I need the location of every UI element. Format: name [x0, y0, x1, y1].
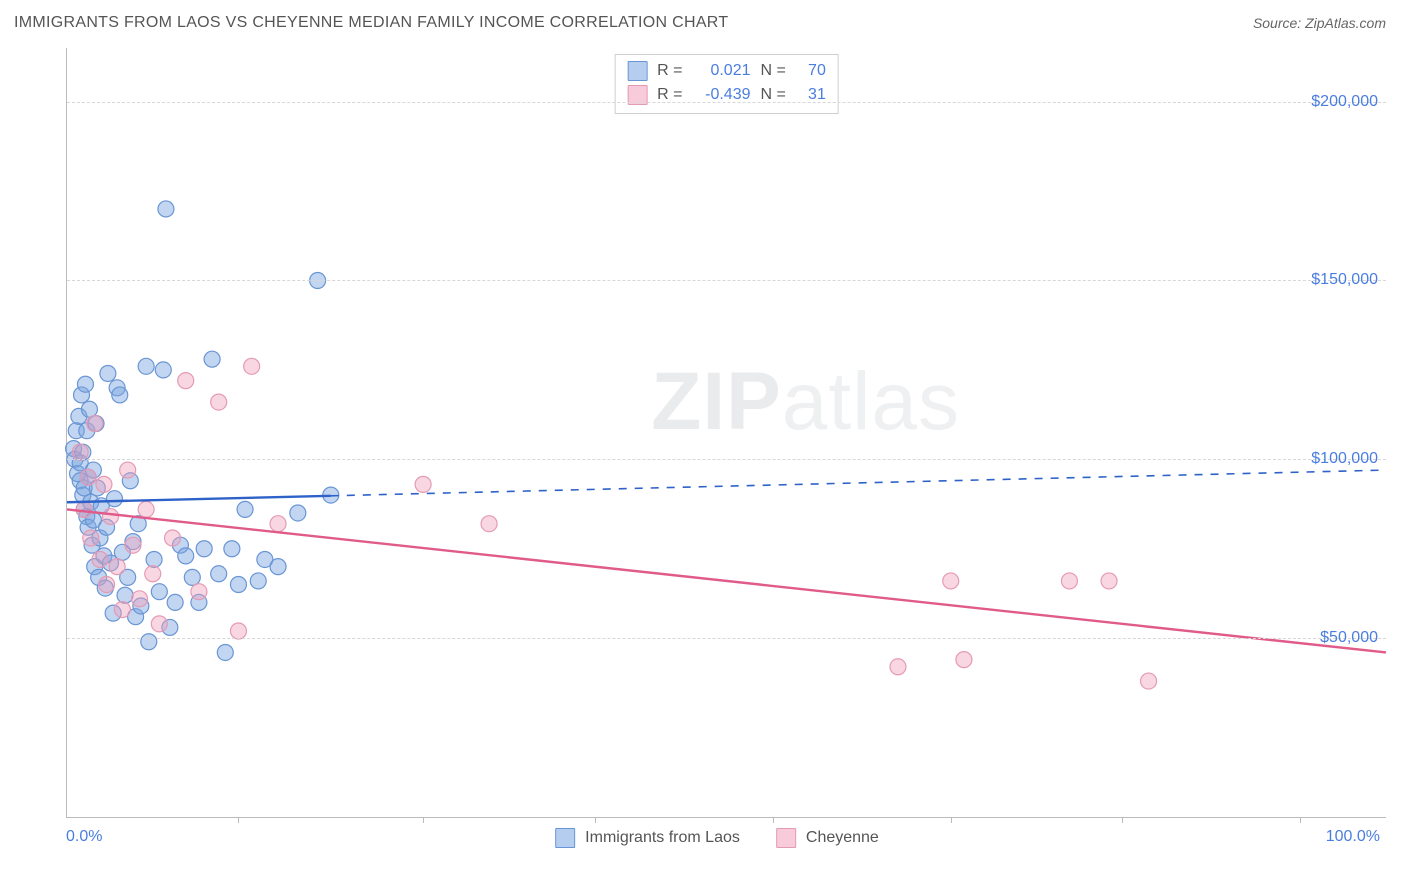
data-point-laos [237, 501, 253, 517]
data-point-cheyenne [103, 509, 119, 525]
corr-row-cheyenne: R = -0.439 N = 31 [627, 83, 826, 107]
data-point-cheyenne [244, 358, 260, 374]
data-point-laos [184, 569, 200, 585]
chart-container: Median Family Income ZIPatlas R = 0.021 … [48, 48, 1386, 872]
chart-title: IMMIGRANTS FROM LAOS VS CHEYENNE MEDIAN … [14, 14, 728, 32]
y-tick-label: $50,000 [1320, 629, 1378, 647]
data-point-cheyenne [109, 559, 125, 575]
legend-item-laos: Immigrants from Laos [555, 828, 740, 848]
data-point-laos [117, 587, 133, 603]
legend-label-laos: Immigrants from Laos [585, 829, 740, 847]
data-point-cheyenne [481, 516, 497, 532]
legend-label-cheyenne: Cheyenne [806, 829, 879, 847]
n-value-cheyenne: 31 [796, 83, 826, 107]
data-point-cheyenne [72, 444, 88, 460]
data-point-cheyenne [415, 476, 431, 492]
data-point-cheyenne [1061, 573, 1077, 589]
data-point-cheyenne [83, 530, 99, 546]
y-tick-label: $150,000 [1311, 271, 1378, 289]
data-point-laos [230, 577, 246, 593]
data-point-laos [81, 401, 97, 417]
x-tick [1300, 817, 1301, 823]
corr-row-laos: R = 0.021 N = 70 [627, 59, 826, 83]
correlation-legend: R = 0.021 N = 70 R = -0.439 N = 31 [614, 54, 839, 114]
data-point-cheyenne [165, 530, 181, 546]
data-point-laos [151, 584, 167, 600]
y-tick-label: $100,000 [1311, 450, 1378, 468]
data-point-cheyenne [99, 577, 115, 593]
n-label: N = [761, 83, 786, 107]
n-label: N = [761, 59, 786, 83]
x-axis-min-label: 0.0% [66, 828, 102, 846]
data-point-cheyenne [178, 373, 194, 389]
data-point-laos [196, 541, 212, 557]
legend-item-cheyenne: Cheyenne [776, 828, 879, 848]
scatter-svg [67, 48, 1386, 817]
data-point-laos [106, 491, 122, 507]
data-point-cheyenne [270, 516, 286, 532]
data-point-cheyenne [1141, 673, 1157, 689]
trend-line-dashed-laos [331, 470, 1386, 496]
gridline [67, 459, 1386, 460]
gridline [67, 280, 1386, 281]
source-attribution: Source: ZipAtlas.com [1253, 15, 1386, 31]
data-point-laos [211, 566, 227, 582]
data-point-cheyenne [138, 501, 154, 517]
data-point-laos [250, 573, 266, 589]
data-point-cheyenne [145, 566, 161, 582]
data-point-laos [77, 376, 93, 392]
series-legend: Immigrants from Laos Cheyenne [555, 828, 879, 848]
x-tick [951, 817, 952, 823]
swatch-laos [627, 61, 647, 81]
data-point-cheyenne [890, 659, 906, 675]
gridline [67, 102, 1386, 103]
data-point-cheyenne [114, 602, 130, 618]
data-point-cheyenne [191, 584, 207, 600]
r-value-laos: 0.021 [693, 59, 751, 83]
r-label: R = [657, 83, 682, 107]
data-point-laos [141, 634, 157, 650]
data-point-cheyenne [211, 394, 227, 410]
r-value-cheyenne: -0.439 [693, 83, 751, 107]
data-point-cheyenne [1101, 573, 1117, 589]
data-point-cheyenne [120, 462, 136, 478]
data-point-laos [178, 548, 194, 564]
data-point-laos [138, 358, 154, 374]
x-axis-max-label: 100.0% [1326, 828, 1380, 846]
x-tick [595, 817, 596, 823]
y-tick-label: $200,000 [1311, 93, 1378, 111]
data-point-laos [155, 362, 171, 378]
data-point-laos [167, 594, 183, 610]
data-point-laos [217, 644, 233, 660]
plot-area: ZIPatlas R = 0.021 N = 70 R = -0.439 N =… [66, 48, 1386, 818]
data-point-cheyenne [943, 573, 959, 589]
data-point-cheyenne [80, 469, 96, 485]
data-point-cheyenne [76, 501, 92, 517]
x-tick [1122, 817, 1123, 823]
data-point-laos [270, 559, 286, 575]
legend-swatch-laos [555, 828, 575, 848]
data-point-laos [290, 505, 306, 521]
data-point-cheyenne [92, 551, 108, 567]
n-value-laos: 70 [796, 59, 826, 83]
data-point-cheyenne [151, 616, 167, 632]
gridline [67, 638, 1386, 639]
data-point-cheyenne [132, 591, 148, 607]
data-point-cheyenne [956, 652, 972, 668]
data-point-cheyenne [125, 537, 141, 553]
data-point-laos [100, 365, 116, 381]
x-tick [238, 817, 239, 823]
data-point-cheyenne [230, 623, 246, 639]
r-label: R = [657, 59, 682, 83]
data-point-laos [224, 541, 240, 557]
data-point-laos [204, 351, 220, 367]
data-point-cheyenne [96, 476, 112, 492]
x-tick [773, 817, 774, 823]
data-point-laos [112, 387, 128, 403]
legend-swatch-cheyenne [776, 828, 796, 848]
data-point-cheyenne [87, 416, 103, 432]
x-tick [423, 817, 424, 823]
data-point-laos [146, 551, 162, 567]
data-point-laos [158, 201, 174, 217]
